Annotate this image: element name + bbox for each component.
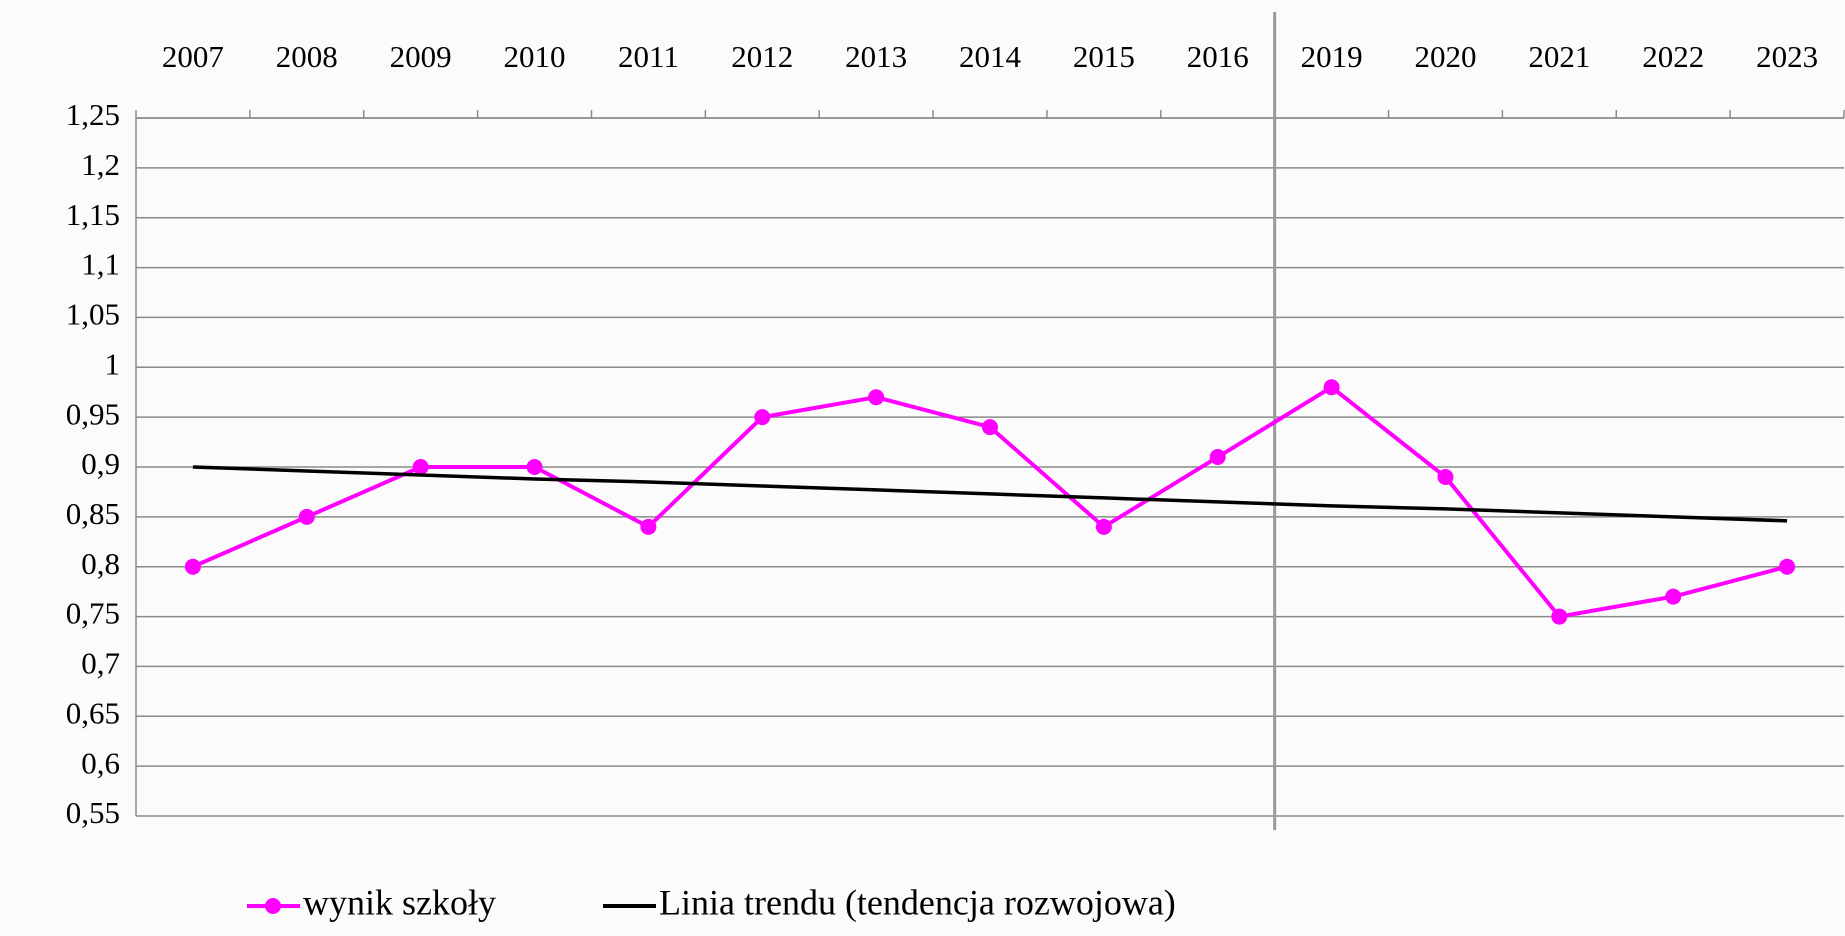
y-tick-label: 0,6 xyxy=(81,745,120,780)
x-tick-label: 2013 xyxy=(845,39,907,74)
point xyxy=(184,558,201,575)
x-tick-label: 2010 xyxy=(504,39,566,74)
point xyxy=(1209,449,1226,466)
y-tick-label: 0,9 xyxy=(81,446,120,481)
point xyxy=(1665,588,1682,605)
point xyxy=(754,409,771,426)
point xyxy=(868,389,885,406)
point xyxy=(1095,518,1112,535)
legend-marker xyxy=(265,898,281,914)
point xyxy=(412,459,429,475)
x-tick-label: 2023 xyxy=(1756,39,1818,74)
point xyxy=(982,419,998,436)
y-tick-label: 0,7 xyxy=(81,646,120,681)
x-tick-label: 2009 xyxy=(390,39,452,74)
legend-label: wynik szkoły xyxy=(303,882,496,922)
x-tick-label: 2022 xyxy=(1642,39,1704,74)
y-tick-label: 1 xyxy=(105,346,121,381)
y-tick-label: 1,25 xyxy=(66,97,120,132)
point xyxy=(640,518,657,535)
x-tick-label: 2011 xyxy=(618,39,679,74)
y-tick-label: 1,2 xyxy=(81,147,120,182)
point xyxy=(1437,468,1454,485)
x-tick-label: 2014 xyxy=(959,39,1022,74)
x-tick-label: 2008 xyxy=(276,39,338,74)
point xyxy=(526,459,543,475)
point xyxy=(1779,558,1796,575)
y-tick-label: 1,05 xyxy=(66,297,120,332)
x-tick-label: 2016 xyxy=(1187,39,1249,74)
y-tick-label: 0,65 xyxy=(66,695,120,730)
x-tick-label: 2019 xyxy=(1301,39,1363,74)
y-tick-label: 0,55 xyxy=(66,795,120,830)
point xyxy=(1323,379,1340,396)
y-tick-label: 0,75 xyxy=(66,596,120,631)
point xyxy=(1551,608,1568,625)
y-tick-label: 0,8 xyxy=(81,546,120,581)
x-tick-label: 2015 xyxy=(1073,39,1135,74)
x-tick-label: 2012 xyxy=(731,39,793,74)
y-tick-label: 0,85 xyxy=(66,496,120,531)
y-tick-label: 1,15 xyxy=(66,197,120,232)
x-tick-label: 2020 xyxy=(1414,39,1476,74)
y-tick-label: 0,95 xyxy=(66,396,120,431)
legend-label: Linia trendu (tendencja rozwojowa) xyxy=(659,882,1176,922)
y-tick-label: 1,1 xyxy=(81,247,120,282)
series-line xyxy=(192,465,1788,523)
x-tick-label: 2007 xyxy=(162,39,224,74)
point xyxy=(298,508,315,525)
x-tick-label: 2021 xyxy=(1528,39,1590,74)
